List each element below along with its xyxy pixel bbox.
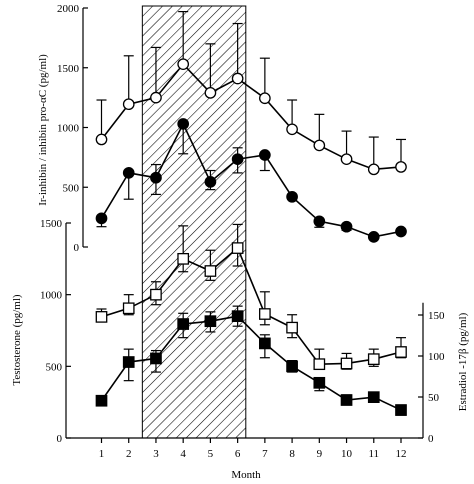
x-tick-label: 6 bbox=[235, 448, 241, 460]
treatment-shaded-region bbox=[141, 5, 247, 439]
bottom-open-square-series-point bbox=[122, 302, 135, 315]
top-open-circle-series-point bbox=[177, 58, 190, 71]
top-filled-circle-series-point bbox=[395, 225, 407, 238]
top-filled-circle-series-point bbox=[231, 153, 244, 166]
bottom-left-y-tick-label: 0 bbox=[57, 433, 63, 445]
bottom-open-square-series-point bbox=[150, 288, 162, 301]
bottom-filled-square-series-point bbox=[95, 394, 108, 407]
top-filled-circle-series-point bbox=[259, 149, 271, 161]
top-open-circle-series-point bbox=[367, 163, 380, 176]
bottom-open-square-series-point bbox=[367, 353, 380, 366]
top-filled-circle-series-point bbox=[150, 171, 162, 184]
bottom-open-square-series-point bbox=[259, 308, 271, 320]
top-y-tick-label: 0 bbox=[74, 242, 80, 254]
bottom-right-y-tick-label: 100 bbox=[428, 351, 445, 363]
x-axis-title: Month bbox=[231, 469, 261, 481]
bottom-left-y-tick-label: 1000 bbox=[40, 290, 63, 302]
bottom-open-square-series-point bbox=[204, 265, 217, 277]
top-y-tick-label: 2000 bbox=[57, 3, 80, 15]
bottom-open-square-series-point bbox=[286, 321, 298, 334]
bottom-right-y-axis-title: Estradiol -17β (pg/ml) bbox=[457, 312, 469, 411]
top-filled-circle-series-point bbox=[367, 230, 380, 243]
top-open-circle-series-point bbox=[313, 139, 326, 152]
top-filled-circle-series-point bbox=[340, 220, 353, 233]
top-filled-circle-series-point bbox=[95, 212, 108, 225]
top-open-circle-series-point bbox=[204, 86, 217, 99]
top-y-tick-label: 500 bbox=[63, 182, 80, 194]
bottom-filled-square-series-point bbox=[204, 315, 217, 328]
bottom-filled-square-series-point bbox=[313, 376, 326, 389]
bottom-filled-square-series-point bbox=[286, 360, 298, 373]
bottom-open-square-series-point bbox=[95, 311, 108, 323]
bottom-filled-square-series-point bbox=[231, 310, 244, 323]
top-open-circle-series-point bbox=[231, 72, 244, 85]
top-y-tick-label: 1000 bbox=[57, 123, 80, 135]
bottom-open-square-series-point bbox=[177, 252, 190, 265]
x-tick-label: 10 bbox=[341, 448, 353, 460]
x-tick-label: 2 bbox=[126, 448, 132, 460]
x-tick-label: 8 bbox=[289, 448, 295, 460]
x-tick-label: 3 bbox=[153, 448, 159, 460]
top-filled-circle-series-point bbox=[122, 167, 135, 179]
bottom-filled-square-series-point bbox=[150, 352, 162, 365]
bottom-filled-square-series-point bbox=[340, 394, 353, 406]
bottom-filled-square-series-point bbox=[395, 404, 407, 416]
top-open-circle-series-point bbox=[286, 123, 298, 136]
bottom-left-y-tick-label: 500 bbox=[46, 361, 63, 373]
bottom-right-y-tick-label: 50 bbox=[428, 392, 440, 404]
top-filled-circle-series-point bbox=[204, 176, 217, 188]
markers-group bbox=[95, 58, 407, 416]
bottom-filled-square-series-point bbox=[177, 318, 190, 330]
x-tick-label: 9 bbox=[317, 448, 323, 460]
bottom-filled-square-series-point bbox=[122, 356, 135, 368]
bottom-right-y-tick-label: 150 bbox=[428, 310, 445, 322]
x-tick-label: 7 bbox=[262, 448, 268, 460]
x-tick-label: 1 bbox=[99, 448, 105, 460]
top-y-tick-label: 1500 bbox=[57, 63, 80, 75]
top-open-circle-series-point bbox=[340, 153, 353, 166]
x-tick-label: 5 bbox=[208, 448, 214, 460]
top-open-circle-series-point bbox=[259, 92, 271, 105]
x-tick-label: 11 bbox=[368, 448, 379, 460]
top-filled-circle-series-point bbox=[313, 215, 326, 228]
top-open-circle-series-point bbox=[395, 161, 407, 173]
bottom-right-y-tick-label: 0 bbox=[428, 433, 434, 445]
x-tick-label: 4 bbox=[180, 448, 186, 460]
bottom-open-square-series-point bbox=[313, 358, 326, 371]
bottom-left-y-tick-label: 1500 bbox=[40, 218, 63, 230]
bottom-left-y-axis-title: Testosterone (pg/ml) bbox=[11, 294, 23, 386]
bottom-open-square-series-point bbox=[340, 357, 353, 370]
top-open-circle-series-point bbox=[122, 98, 135, 111]
top-filled-circle-series-point bbox=[286, 190, 298, 203]
top-y-axis-title: Ir-inhibin / inhibin pro-αC (pg/ml) bbox=[37, 54, 49, 206]
top-open-circle-series-point bbox=[150, 91, 162, 104]
x-tick-label: 12 bbox=[396, 448, 407, 460]
bottom-filled-square-series-point bbox=[367, 391, 380, 404]
top-open-circle-series-point bbox=[95, 133, 108, 146]
bottom-filled-square-series-point bbox=[259, 337, 271, 350]
top-filled-circle-series-point bbox=[177, 118, 190, 130]
bottom-open-square-series-point bbox=[231, 242, 244, 254]
bottom-open-square-series-point bbox=[395, 346, 407, 358]
